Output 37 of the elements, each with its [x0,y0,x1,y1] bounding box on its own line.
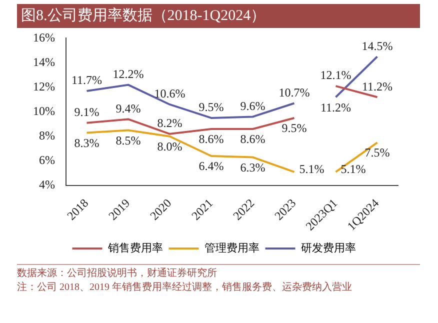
data-label: 12.1% [320,68,352,82]
y-tick-label: 6% [38,153,55,168]
data-label: 8.2% [157,116,182,130]
y-tick-label: 12% [32,79,55,94]
data-label: 8.0% [157,140,182,154]
legend-label: 管理费用率 [204,241,260,254]
data-label: 9.6% [240,98,266,113]
legend-label: 销售费用率 [106,241,163,254]
data-label: 11.7% [71,73,102,88]
data-label: 9.1% [74,105,100,120]
data-label: 8.6% [240,132,266,146]
data-label: 10.6% [154,86,186,101]
y-tick-label: 16% [32,30,55,44]
data-label: 10.7% [278,85,310,100]
data-label: 11.2% [362,79,393,94]
data-label: 12.2% [112,66,144,81]
chart-title: 图8.公司费用率数据（2018-1Q2024） [17,4,420,28]
y-tick-label: 4% [38,178,55,192]
data-label: 9.4% [116,101,141,116]
data-label: 11.2% [320,100,352,114]
data-label: 9.5% [282,121,307,136]
data-label: 8.3% [74,136,100,150]
data-label: 7.5% [364,146,390,160]
legend-label: 研发费用率 [300,241,356,254]
data-label: 5.1% [340,162,366,176]
data-label: 8.5% [116,133,141,148]
data-label: 9.5% [198,100,224,114]
data-label: 6.3% [240,160,266,174]
text: 注：公司 2018、2019 年销售费用率经过调整，销售服务费、运杂费纳入营业 [17,281,353,295]
y-tick-label: 14% [32,54,55,69]
y-tick-label: 8% [38,128,55,143]
source-note: 数据来源：公司招股说明书，财通证券研究所 [17,267,218,281]
y-tick-label: 10% [32,104,55,118]
data-label: 14.5% [362,38,393,53]
data-label: 8.6% [198,132,224,146]
data-label: 6.4% [198,159,224,174]
data-label: 5.1% [299,162,324,176]
